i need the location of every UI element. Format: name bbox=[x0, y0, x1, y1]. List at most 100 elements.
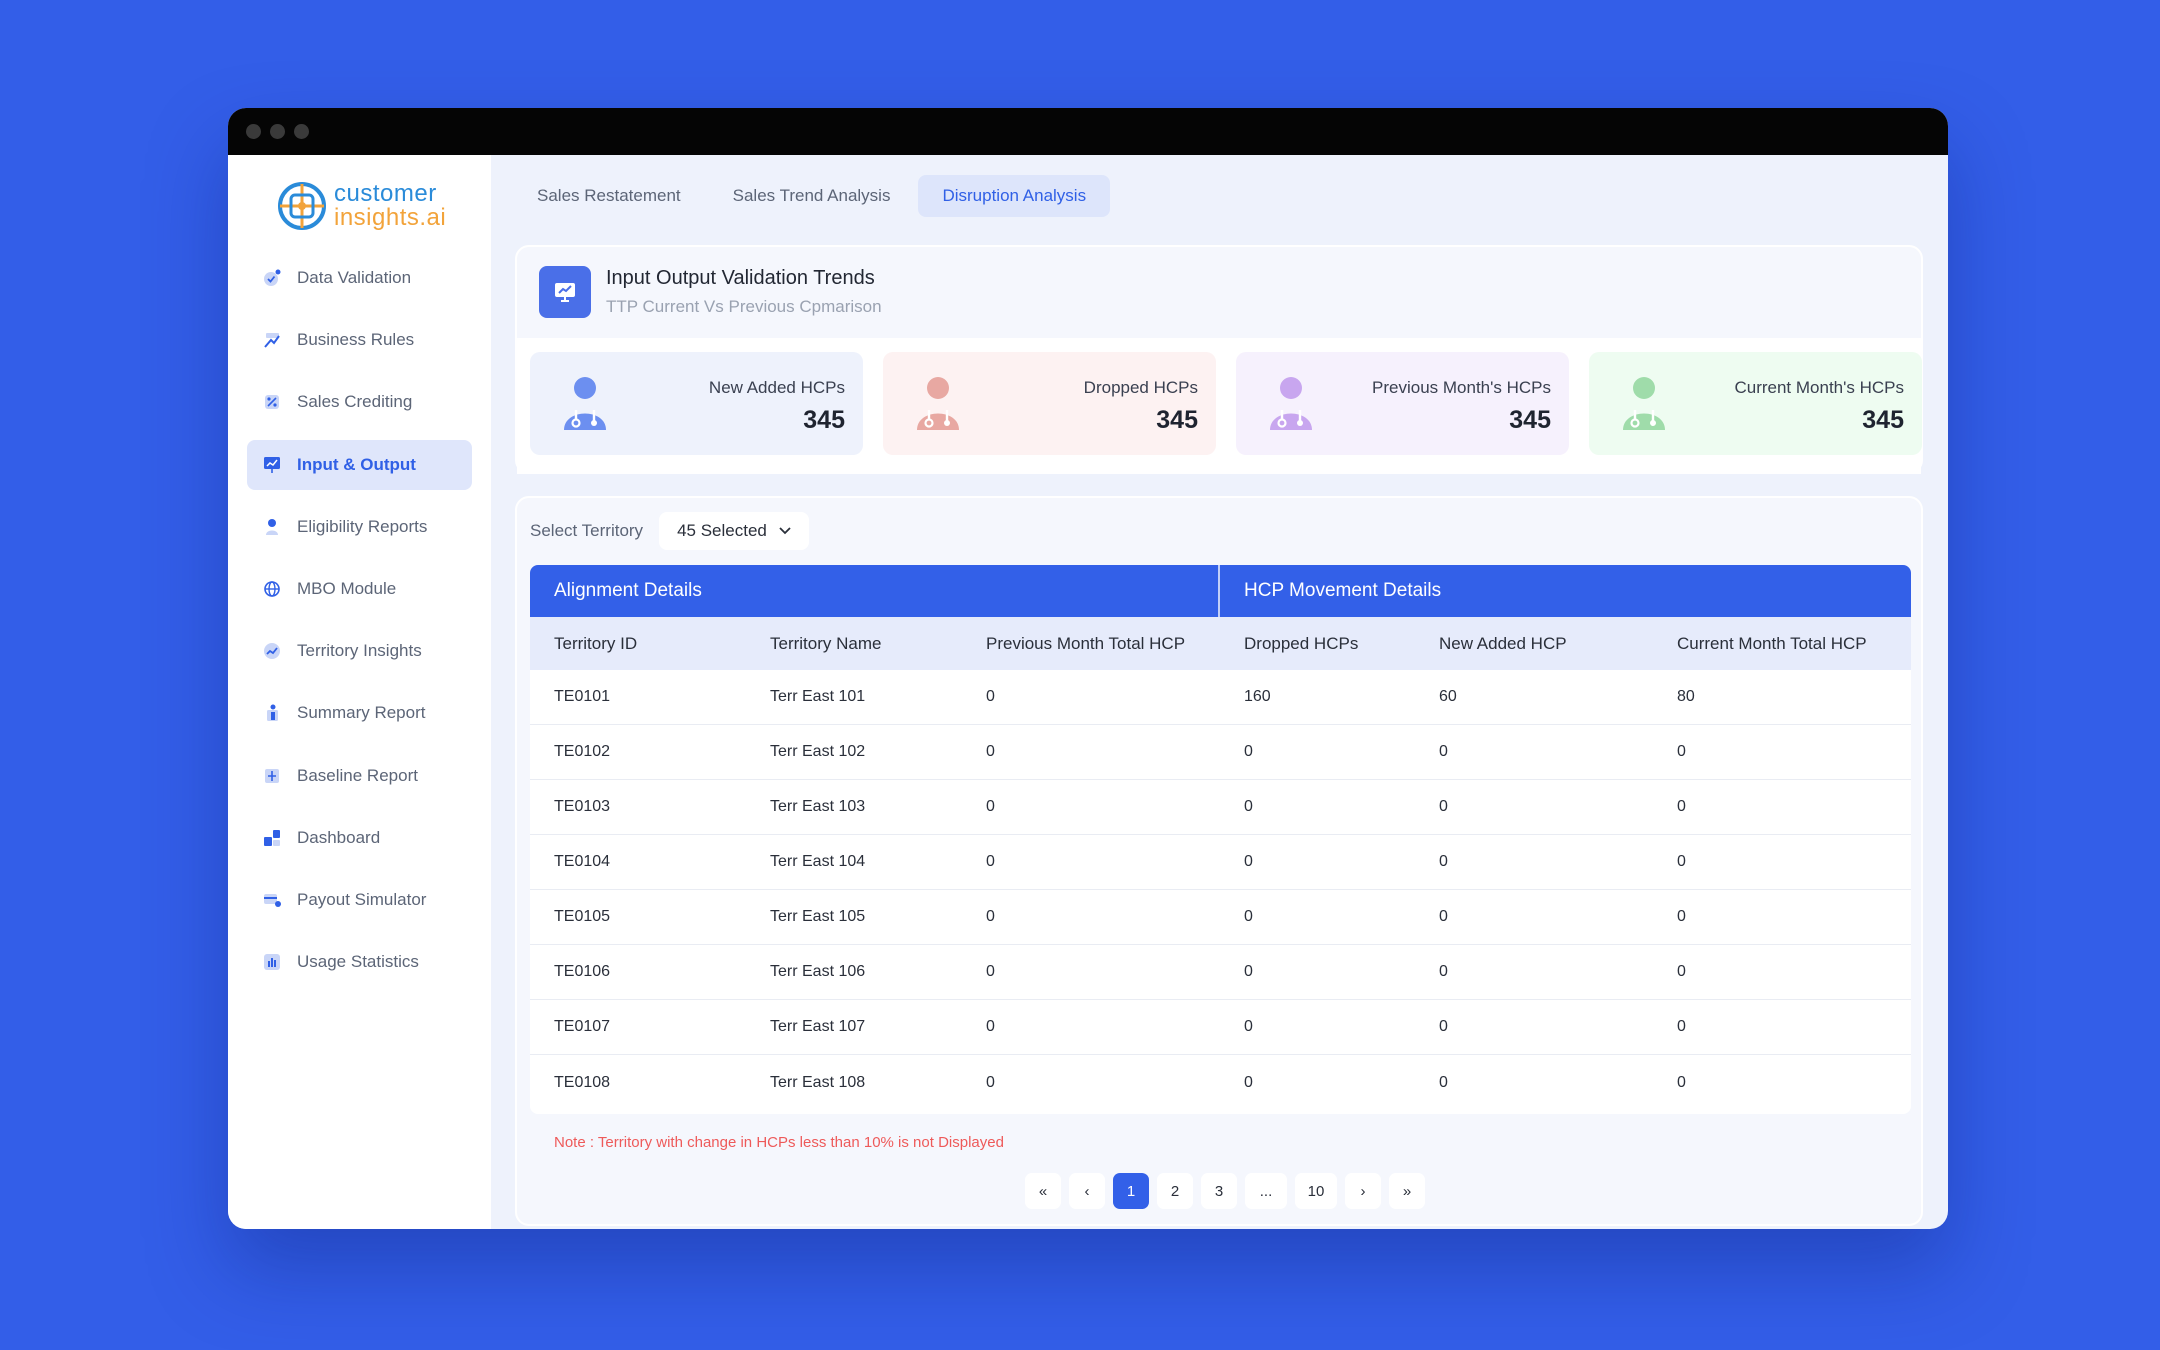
table-cell-current-month-total-hcp: 0 bbox=[1677, 853, 1686, 870]
percent-icon bbox=[261, 391, 283, 413]
column-header-new-added-hcp[interactable]: New Added HCP bbox=[1439, 633, 1567, 653]
sidebar-item-label: Usage Statistics bbox=[297, 952, 419, 972]
summary-card: Input Output Validation Trends TTP Curre… bbox=[515, 245, 1923, 474]
chevron-down-icon bbox=[779, 527, 791, 535]
table-row[interactable]: TE0101 Terr East 101 0 160 60 80 bbox=[530, 670, 1911, 725]
column-header-current-month-total-hcp[interactable]: Current Month Total HCP bbox=[1677, 633, 1867, 653]
doctor-icon bbox=[564, 377, 606, 430]
table-cell-previous-month-total-hcp: 0 bbox=[986, 908, 995, 925]
next-page-button[interactable]: › bbox=[1345, 1173, 1381, 1209]
column-header-dropped-hcps[interactable]: Dropped HCPs bbox=[1244, 633, 1359, 653]
page-ellipsis[interactable]: ... bbox=[1245, 1173, 1287, 1209]
stat-card-new-added-hcps: New Added HCPs 345 bbox=[530, 352, 863, 455]
sidebar-item-usage-statistics[interactable]: Usage Statistics bbox=[247, 937, 472, 987]
brand-name: customer insights.ai bbox=[334, 182, 446, 230]
sidebar-item-summary-report[interactable]: Summary Report bbox=[247, 688, 472, 738]
sidebar: customer insights.ai Data Validation Busi… bbox=[228, 155, 491, 1229]
page-button-3[interactable]: 3 bbox=[1201, 1173, 1237, 1209]
sidebar-item-label: Eligibility Reports bbox=[297, 516, 428, 536]
sidebar-item-label: Territory Insights bbox=[297, 641, 422, 661]
table-cell-territory-id: TE0101 bbox=[554, 688, 611, 705]
page-button-2[interactable]: 2 bbox=[1157, 1173, 1193, 1209]
table-cell-previous-month-total-hcp: 0 bbox=[986, 688, 995, 705]
table-cell-dropped-hcps: 0 bbox=[1244, 1018, 1253, 1035]
table-cell-territory-id: TE0103 bbox=[554, 798, 611, 815]
table-row[interactable]: TE0103 Terr East 103 0 0 0 0 bbox=[530, 780, 1911, 835]
tab-sales-trend-analysis[interactable]: Sales Trend Analysis bbox=[732, 186, 891, 205]
table-cell-current-month-total-hcp: 0 bbox=[1677, 1018, 1686, 1035]
sidebar-item-sales-crediting[interactable]: Sales Crediting bbox=[247, 377, 472, 427]
table-row[interactable]: TE0107 Terr East 107 0 0 0 0 bbox=[530, 1000, 1911, 1055]
brand-logo[interactable]: customer insights.ai bbox=[228, 173, 491, 239]
column-header-territory-name[interactable]: Territory Name bbox=[770, 633, 882, 653]
window-close-dot[interactable] bbox=[246, 124, 261, 139]
globe-icon bbox=[261, 578, 283, 600]
table-body: TE0101 Terr East 101 0 160 60 80 TE0102 Terr Ea… bbox=[530, 670, 1911, 1110]
table-row[interactable]: TE0108 Terr East 108 0 0 0 0 bbox=[530, 1055, 1911, 1110]
brand-line2: insights.ai bbox=[334, 204, 447, 231]
table-group-header: Alignment Details HCP Movement Details bbox=[530, 565, 1911, 617]
sidebar-item-business-rules[interactable]: Business Rules bbox=[247, 315, 472, 365]
sidebar-item-eligibility-reports[interactable]: Eligibility Reports bbox=[247, 502, 472, 552]
stat-label: Dropped HCPs bbox=[1083, 378, 1198, 397]
table-column-header: Territory ID Territory Name Previous Month… bbox=[530, 617, 1911, 670]
table-cell-dropped-hcps: 0 bbox=[1244, 853, 1253, 870]
table-row[interactable]: TE0106 Terr East 106 0 0 0 0 bbox=[530, 945, 1911, 1000]
tab-disruption-analysis[interactable]: Disruption Analysis bbox=[918, 175, 1111, 217]
last-page-button[interactable]: » bbox=[1389, 1173, 1425, 1209]
window-minimize-dot[interactable] bbox=[270, 124, 285, 139]
check-circle-icon bbox=[261, 267, 283, 289]
app-body: customer insights.ai Data Validation Busi… bbox=[228, 155, 1948, 1229]
sidebar-item-label: Sales Crediting bbox=[297, 392, 413, 412]
table-row[interactable]: TE0102 Terr East 102 0 0 0 0 bbox=[530, 725, 1911, 780]
table-cell-territory-name: Terr East 102 bbox=[770, 743, 866, 760]
report-icon bbox=[261, 702, 283, 724]
doctor-icon bbox=[1623, 377, 1665, 430]
table-cell-territory-name: Terr East 108 bbox=[770, 1073, 866, 1091]
sidebar-item-label: Payout Simulator bbox=[297, 889, 427, 909]
tab-bar: Sales Restatement Sales Trend Analysis Dis… bbox=[513, 175, 1111, 217]
window-maximize-dot[interactable] bbox=[294, 124, 309, 139]
table-row[interactable]: TE0105 Terr East 105 0 0 0 0 bbox=[530, 890, 1911, 945]
stat-card-dropped-hcps: Dropped HCPs 345 bbox=[883, 352, 1216, 455]
simulator-icon bbox=[261, 889, 283, 911]
stat-label: New Added HCPs bbox=[708, 378, 845, 397]
stat-value: 345 bbox=[1156, 406, 1198, 434]
sidebar-item-territory-insights[interactable]: Territory Insights bbox=[247, 626, 472, 676]
sidebar-nav: Data Validation Business Rules Sales Credi… bbox=[228, 253, 491, 987]
column-header-territory-id[interactable]: Territory ID bbox=[554, 633, 638, 653]
pagination: «‹ 1 2 3... 10 ›» bbox=[1025, 1173, 1425, 1209]
table-cell-previous-month-total-hcp: 0 bbox=[986, 1073, 995, 1091]
sidebar-item-data-validation[interactable]: Data Validation bbox=[247, 253, 472, 303]
brand-line1: customer bbox=[334, 180, 437, 207]
territory-select[interactable]: 45 Selected bbox=[659, 512, 809, 550]
table-cell-new-added-hcp: 0 bbox=[1439, 908, 1448, 925]
stat-label: Previous Month's HCPs bbox=[1372, 378, 1551, 397]
sidebar-item-input-and-output[interactable]: Input & Output bbox=[247, 439, 472, 490]
tab-sales-restatement[interactable]: Sales Restatement bbox=[537, 186, 681, 205]
sidebar-item-label: Baseline Report bbox=[297, 765, 418, 785]
sidebar-item-mbo-module[interactable]: MBO Module bbox=[247, 564, 472, 614]
filter-label: Select Territory bbox=[530, 521, 644, 540]
sidebar-item-baseline-report[interactable]: Baseline Report bbox=[247, 751, 472, 801]
table-row[interactable]: TE0104 Terr East 104 0 0 0 0 bbox=[530, 835, 1911, 890]
presentation-chart-icon bbox=[261, 454, 283, 476]
table-cell-territory-name: Terr East 103 bbox=[770, 798, 866, 815]
table-cell-dropped-hcps: 0 bbox=[1244, 908, 1253, 925]
group-hcp-movement-details: HCP Movement Details bbox=[1244, 580, 1442, 601]
page-button-1[interactable]: 1 bbox=[1113, 1173, 1149, 1209]
summary-subtitle: TTP Current Vs Previous Cpmarison bbox=[606, 297, 882, 316]
sidebar-item-dashboard[interactable]: Dashboard bbox=[247, 813, 472, 863]
table-cell-current-month-total-hcp: 0 bbox=[1677, 798, 1686, 815]
summary-title: Input Output Validation Trends bbox=[606, 267, 875, 289]
stat-value: 345 bbox=[803, 406, 845, 434]
details-card: Select Territory 45 Selected Alignment D… bbox=[515, 496, 1923, 1226]
first-page-button[interactable]: « bbox=[1025, 1173, 1061, 1209]
column-header-previous-month-total-hcp[interactable]: Previous Month Total HCP bbox=[986, 633, 1186, 653]
dashboard-icon bbox=[261, 827, 283, 849]
page-button-10[interactable]: 10 bbox=[1295, 1173, 1337, 1209]
logo-icon bbox=[278, 182, 326, 230]
sidebar-item-payout-simulator[interactable]: Payout Simulator bbox=[247, 875, 472, 925]
prev-page-button[interactable]: ‹ bbox=[1069, 1173, 1105, 1209]
title-bar bbox=[228, 108, 1948, 155]
